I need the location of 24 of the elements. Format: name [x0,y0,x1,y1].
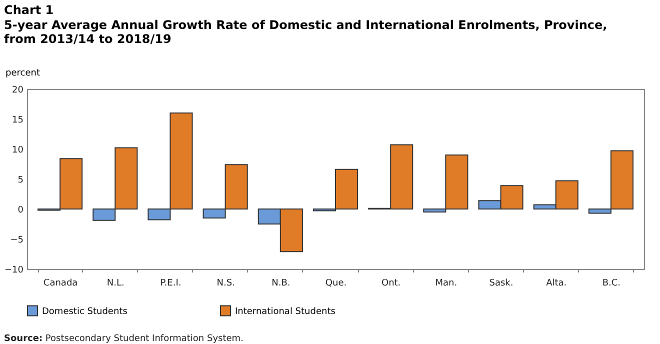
x-tick-label: Alta. [546,278,567,288]
x-tick-label: Que. [325,278,347,288]
x-tick-label: B.C. [602,278,621,288]
legend-label: Domestic Students [42,306,128,317]
chart-subtitle: 5-year Average Annual Growth Rate of Domestic and International Enrolments, Province, from 2013/14 to 2018/19 [4,18,608,46]
y-tick-label: 15 [12,116,24,126]
y-tick-label: −10 [4,266,24,276]
x-tick-label: N.S. [216,278,235,288]
x-tick-label: N.B. [272,278,290,288]
x-tick-label: Ont. [381,278,401,288]
legend-label: International Students [235,306,336,317]
x-tick-label: Man. [435,278,458,288]
y-tick-label: 0 [18,206,24,216]
chart-title: Chart 1 [4,3,54,17]
x-tick-label: Canada [43,278,78,288]
source-note: Source: Postsecondary Student Information System. [4,334,244,344]
y-axis-title: percent [6,68,40,78]
y-tick-label: 10 [12,146,24,156]
y-tick-label: 5 [18,176,24,186]
y-tick-label: 20 [12,86,24,96]
x-tick-label: P.E.I. [160,278,182,288]
x-tick-label: Sask. [489,278,514,288]
x-tick-label: N.L. [106,278,124,288]
y-tick-label: −5 [10,236,24,246]
